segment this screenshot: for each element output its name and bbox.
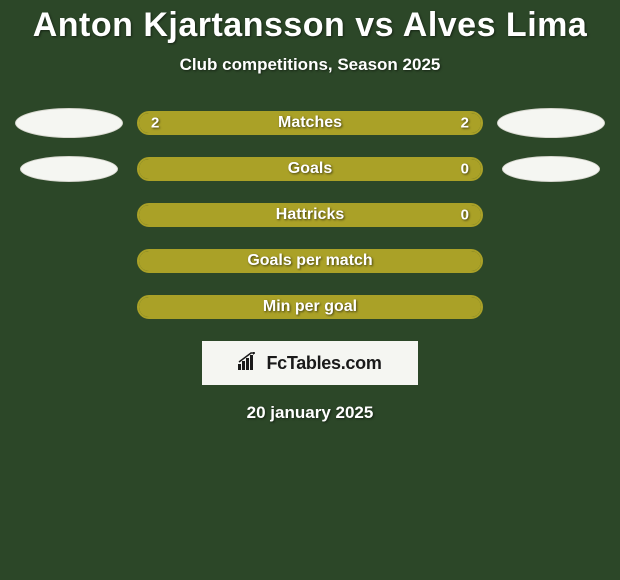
stat-bar: Matches 2 2 [137,111,483,135]
stat-row: Matches 2 2 [6,111,614,135]
stat-value-right: 2 [461,115,469,132]
oval-left-slot [15,156,123,182]
stat-bar: Goals 0 [137,157,483,181]
stat-bar: Hattricks 0 [137,203,483,227]
player-right-oval [497,108,605,138]
stat-label: Goals [288,160,332,178]
date-label: 20 january 2025 [0,403,620,423]
oval-right-slot [497,156,605,182]
oval-right-slot [497,108,605,138]
stat-label: Hattricks [276,206,344,224]
stats-list: Matches 2 2 Goals 0 Hattricks 0 Goals per match… [0,111,620,319]
player-right-oval [502,156,600,182]
stat-row: Min per goal [6,295,614,319]
page-subtitle: Club competitions, Season 2025 [0,55,620,75]
stat-label: Min per goal [263,298,357,316]
stat-label: Matches [278,114,342,132]
stat-row: Goals 0 [6,157,614,181]
stat-value-right: 0 [461,207,469,224]
stat-row: Goals per match [6,249,614,273]
page-title: Anton Kjartansson vs Alves Lima [0,6,620,45]
stat-bar: Goals per match [137,249,483,273]
logo-text: FcTables.com [266,353,381,374]
barchart-icon [238,352,260,375]
stat-value-right: 0 [461,161,469,178]
stat-bar: Min per goal [137,295,483,319]
oval-left-slot [15,108,123,138]
logo-box: FcTables.com [202,341,418,385]
stat-row: Hattricks 0 [6,203,614,227]
main-container: Anton Kjartansson vs Alves Lima Club com… [0,0,620,423]
player-left-oval [20,156,118,182]
stat-value-left: 2 [151,115,159,132]
stat-label: Goals per match [247,252,372,270]
player-left-oval [15,108,123,138]
